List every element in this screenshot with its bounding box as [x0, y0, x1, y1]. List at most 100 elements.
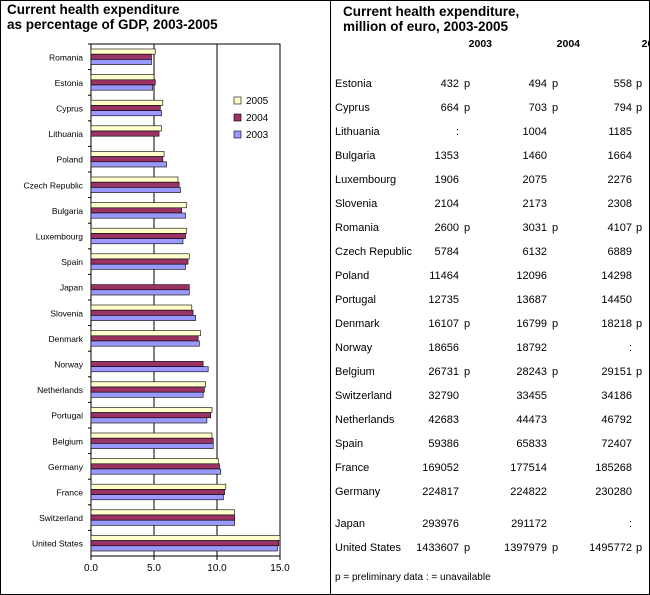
flag-2004: p: [552, 366, 559, 378]
category-label: Norway: [54, 360, 84, 370]
country-cell: Lithuania: [335, 126, 380, 138]
country-cell: Czech Republic: [335, 246, 413, 258]
country-cell: Luxembourg: [335, 174, 397, 186]
value-2005: 46792: [601, 414, 632, 426]
bar-2003: [90, 212, 186, 219]
country-cell: Denmark: [335, 318, 380, 330]
table-row: Bulgaria 1353 1460 1664: [331, 150, 649, 168]
flag-2003: p: [464, 366, 471, 378]
bar-2003: [90, 59, 152, 65]
flag-2005: p: [636, 102, 643, 114]
value-2003: 2600: [434, 222, 459, 234]
value-2003: 5784: [434, 246, 459, 258]
country-cell: Romania: [335, 222, 380, 234]
bar-2003: [90, 391, 204, 398]
country-cell: France: [335, 462, 370, 474]
value-2004: 18792: [516, 342, 547, 354]
bar-2005: [90, 432, 213, 439]
legend-label-2005: 2005: [246, 96, 269, 107]
country-cell: Norway: [335, 342, 373, 354]
bar-2004: [90, 514, 235, 521]
value-2003: 16107: [428, 318, 459, 330]
category-label: Denmark: [49, 334, 84, 344]
bar-2004: [90, 335, 199, 342]
bar-2003: [90, 417, 208, 424]
value-2005: 6889: [607, 246, 632, 258]
bar-2003: [90, 84, 154, 91]
value-2004: 494: [528, 78, 547, 90]
country-cell: Portugal: [335, 294, 376, 306]
value-2004: 16799: [516, 318, 547, 330]
flag-2004: p: [552, 102, 559, 114]
flag-2003: p: [464, 222, 471, 234]
value-2003: 432: [440, 78, 459, 90]
table-note: p = preliminary data : = unavailable: [335, 572, 491, 583]
value-2005: 4107: [607, 222, 632, 234]
value-2005: 34186: [601, 390, 632, 402]
bar-2004: [90, 258, 189, 265]
flag-2004: p: [552, 78, 559, 90]
value-2005: 2276: [607, 174, 632, 186]
bar-2004: [90, 181, 180, 188]
flag-2005: p: [636, 78, 643, 90]
value-2003: 664: [440, 102, 459, 114]
category-label: Switzerland: [39, 513, 83, 523]
flag-2003: p: [464, 542, 471, 554]
table-row: Romania 2600 p 3031 p 4107 p: [331, 222, 649, 240]
bar-2003: [90, 263, 186, 270]
bar-2004: [90, 156, 164, 163]
bar-2003: [90, 238, 184, 245]
table-row: Denmark 16107 p 16799 p 18218 p: [331, 318, 649, 336]
legend-label-2003: 2003: [246, 130, 269, 141]
table-row: Germany 224817 224822 230280: [331, 486, 649, 504]
value-2005: :: [628, 342, 632, 354]
table-row: Poland 11464 12096 14298: [331, 270, 649, 288]
bar-2003: [90, 315, 196, 321]
bar-2005: [90, 227, 188, 234]
table-row: France 169052 177514 185268: [331, 462, 649, 480]
bar-2005: [90, 535, 281, 541]
value-2004: 13687: [516, 294, 547, 306]
table-row: Norway 18656 18792:: [331, 342, 649, 360]
right-title-line-1: Current health expenditure,: [343, 4, 520, 19]
category-label: Portugal: [51, 411, 83, 421]
value-2004: 1004: [522, 126, 547, 138]
bar-chart: 0.0 5.0 10.0 15.0 Romania Estonia Cyprus Lithua…: [23, 43, 290, 574]
value-2003: 18656: [428, 342, 459, 354]
category-label: Germany: [48, 462, 84, 472]
table-row: Belgium 26731 p 28243 p 29151 p: [331, 366, 649, 384]
table-row: Spain 59386 65833 72407: [331, 438, 649, 456]
value-2005: 1495772: [589, 542, 632, 554]
country-cell: Netherlands: [335, 414, 395, 426]
x-tick-label: 10.0: [207, 563, 227, 574]
table-row: Japan 293976 291172:: [331, 518, 649, 536]
left-title: Current health expenditure as percentage…: [7, 2, 218, 32]
table-row: Cyprus 664 p 703 p 794 p: [331, 102, 649, 120]
flag-2005: p: [636, 366, 643, 378]
bar-2004: [90, 489, 225, 495]
country-cell: Belgium: [335, 366, 375, 378]
category-label: Netherlands: [37, 385, 83, 395]
bar-2005: [90, 151, 165, 157]
value-2005: 185268: [595, 462, 632, 474]
flag-2004: p: [552, 542, 559, 554]
flag-2003: p: [464, 318, 471, 330]
bar-2004: [90, 284, 190, 291]
table-row: United States 1433607 p 1397979 p 1495772 p: [331, 542, 649, 560]
bar-2003: [90, 187, 181, 193]
bar-2003: [90, 340, 200, 347]
x-tick-label: 15.0: [270, 563, 290, 574]
value-2003: :: [455, 126, 459, 138]
value-2004: 6132: [522, 246, 547, 258]
bar-2005: [90, 202, 188, 209]
bar-2005: [90, 99, 164, 106]
value-2003: 293976: [422, 518, 459, 530]
value-2004: 33455: [516, 390, 547, 402]
value-2004: 177514: [510, 462, 547, 474]
value-2005: 1185: [608, 126, 632, 138]
bar-2003: [90, 110, 162, 117]
flag-2003: p: [464, 78, 471, 90]
bar-2004: [90, 386, 205, 393]
flag-2005: p: [636, 542, 643, 554]
bar-2004: [90, 309, 194, 316]
